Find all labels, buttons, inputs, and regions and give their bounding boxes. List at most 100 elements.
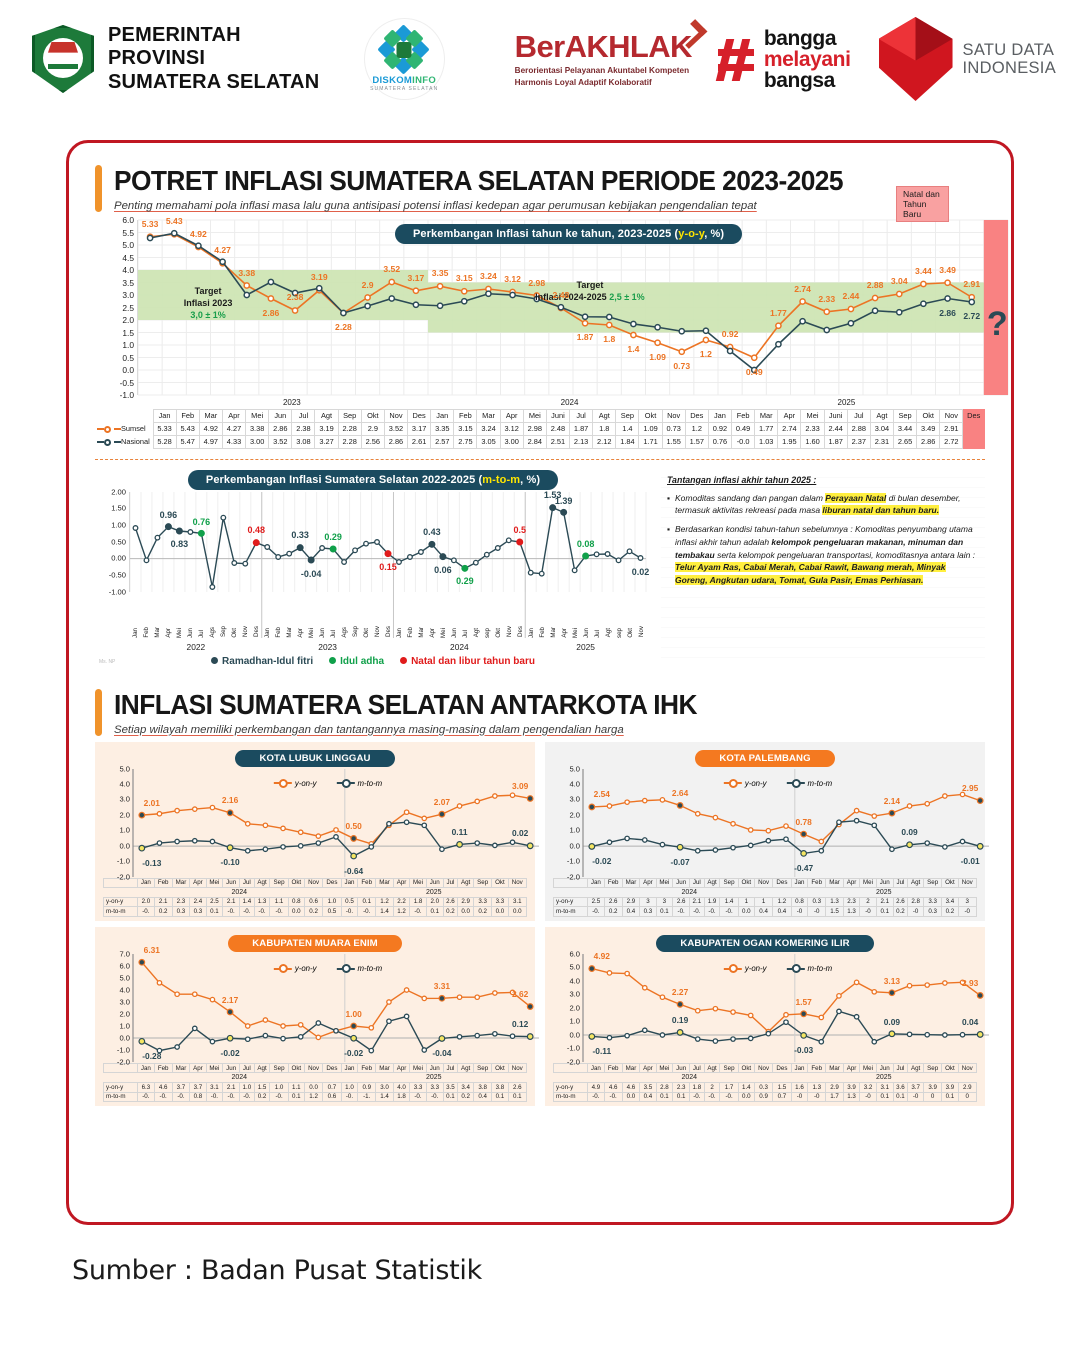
month-header: Sep — [337, 408, 362, 423]
table-cell: -0 — [907, 1091, 924, 1103]
yoy-sumsel-data-label: 1.77 — [770, 307, 787, 318]
table-cell: 1.55 — [661, 434, 686, 449]
table-cell: 3.3 — [409, 1082, 427, 1093]
table-cell: 0.2 — [941, 906, 959, 917]
month-header: Apr — [639, 877, 657, 889]
y-tick-label: 5.0 — [119, 764, 130, 773]
month-label: Okt — [231, 627, 239, 638]
table-cell: 5.43 — [175, 421, 200, 436]
yoy-sumsel-data-label: 0.49 — [745, 366, 763, 377]
infographic-card: POTRET INFLASI SUMATERA SELATAN PERIODE … — [66, 140, 1014, 1225]
table-row: y-on-y 6.3 4.6 3.7 3.7 3.1 2.1 1.0 1.5 1.0 1.1 0.0 0… — [103, 1082, 528, 1093]
city-data-label: 2.62 — [512, 989, 529, 1000]
y-tick-label: -1.00 — [108, 587, 126, 596]
mtom-data-label: 1.53 — [543, 490, 562, 501]
table-cell: 4.6 — [603, 1082, 623, 1093]
month-label: Nov — [242, 626, 250, 638]
satu-data-indonesia-logo: SATU DATA INDONESIA — [878, 17, 1056, 101]
table-cell: 2.56 — [360, 434, 385, 449]
city-data-label: -0.02 — [220, 1048, 240, 1059]
city-legend: y-on-y m-to-m — [723, 964, 832, 974]
y-tick-label: 0.0 — [122, 365, 134, 375]
table-cell: 3.3 — [425, 1082, 444, 1093]
yoy-sumsel-data-label: 2.44 — [842, 291, 860, 301]
month-header: Jun — [672, 877, 691, 889]
table-cell: 1.03 — [754, 434, 779, 449]
berakhlak-logo: BerAKHLAK Berorientasi Pelayanan Akuntab… — [514, 19, 708, 89]
table-cell: 0.8 — [790, 896, 809, 908]
table-cell: 4.27 — [221, 421, 247, 436]
section-antarkota: INFLASI SUMATERA SELATAN ANTARKOTA IHK S… — [69, 688, 1011, 1107]
y-tick-label: 6.0 — [119, 961, 130, 971]
chart-yoy-title-pill: Perkembangan Inflasi tahun ke tahun, 202… — [395, 224, 743, 244]
yoy-sumsel-data-label: 1.09 — [649, 351, 666, 362]
table-cell: 3.7 — [189, 1082, 207, 1093]
month-header: Jul — [291, 408, 316, 423]
year-label: 2025 — [876, 1074, 892, 1082]
table-cell: -0 — [807, 1091, 827, 1103]
mtom-data-label: 1.39 — [554, 495, 573, 506]
y-tick-label: 6.0 — [122, 215, 134, 225]
month-header: Okt — [638, 408, 663, 423]
month-header: Feb — [807, 1062, 827, 1074]
challenge-item: ▪ Komoditas sandang dan pangan dalam Pera… — [667, 492, 979, 518]
year-label: 2023 — [282, 398, 301, 407]
diskominfo-star-glyph — [377, 23, 430, 75]
table-cell: 2.6 — [672, 896, 691, 908]
gov-name-line1: PEMERINTAH PROVINSI — [108, 23, 241, 70]
legend-y-on-y: y-on-y — [273, 964, 316, 974]
table-cell: 2.65 — [892, 434, 918, 449]
month-label: Apr — [428, 627, 436, 638]
chart-mtom-svg — [129, 491, 647, 638]
month-label: Jun — [450, 627, 458, 638]
table-cell: 2.98 — [522, 421, 547, 436]
table-cell: -0. — [171, 1091, 191, 1103]
y-tick-label: 5.0 — [122, 240, 134, 250]
section2-accent-bar — [95, 688, 102, 736]
table-cell: 2.57 — [430, 434, 455, 449]
table-cell: 1.3 — [253, 896, 271, 908]
gov-name: PEMERINTAH PROVINSI SUMATERA SELATAN — [108, 24, 340, 95]
berakhlak-sub1: Berorientasi Pelayanan Akuntabel Kompete… — [514, 66, 690, 76]
table-cell: 2.72 — [939, 434, 964, 449]
city-data-label: 1.00 — [345, 1008, 362, 1019]
city-data-label: 2.54 — [593, 789, 610, 800]
table-cell: 2.48 — [545, 421, 571, 436]
table-cell: 3.04 — [869, 421, 895, 436]
city-data-label: 0.12 — [512, 1019, 529, 1030]
table-cell: 2.6 — [603, 896, 623, 908]
y-tick-label: 2.0 — [569, 1003, 580, 1013]
table-cell: 0.4 — [772, 906, 792, 917]
table-cell: -0. — [357, 906, 377, 917]
legend-y-on-y: y-on-y — [723, 779, 766, 788]
month-header: Mar — [375, 877, 394, 889]
month-header: Apr — [189, 877, 207, 889]
table-cell: 3.8 — [472, 1082, 493, 1093]
table-cell: 1 — [753, 896, 774, 908]
table-cell: -0 — [807, 906, 827, 917]
city-svg — [582, 953, 989, 1062]
bangga-wordmark: bangga melayani bangsa — [763, 26, 851, 92]
table-cell: 1.8 — [392, 1091, 411, 1103]
month-header: Nov — [661, 408, 686, 423]
city-data-label: 0.78 — [795, 816, 812, 827]
y-tick-label: -0.50 — [108, 570, 126, 580]
table-cell: 3.52 — [383, 421, 409, 436]
month-header: Mar — [171, 877, 191, 889]
table-cell: 2.31 — [869, 434, 895, 449]
table-cell: 0.1 — [205, 906, 224, 917]
city-data-label: 3.09 — [512, 780, 529, 791]
table-cell: 1.1 — [287, 1082, 305, 1093]
month-header: Mar — [825, 877, 844, 889]
month-header: Agt — [457, 877, 474, 889]
city-y-axis: 5.0 4.0 3.0 2.0 1.0 0.0 -1.0 -2.0 — [103, 764, 130, 881]
y-tick-label: 0.5 — [122, 352, 134, 363]
city-legend: y-on-y m-to-m — [273, 964, 382, 974]
month-label: Jul — [330, 629, 338, 638]
month-header: Nov — [939, 408, 964, 423]
table-cell: 2.9 — [957, 1082, 978, 1093]
city-data-label: 2.14 — [883, 795, 901, 806]
table-cell: -0. — [222, 906, 241, 917]
month-header: Mei — [800, 408, 825, 423]
month-label: Jun — [319, 627, 327, 638]
